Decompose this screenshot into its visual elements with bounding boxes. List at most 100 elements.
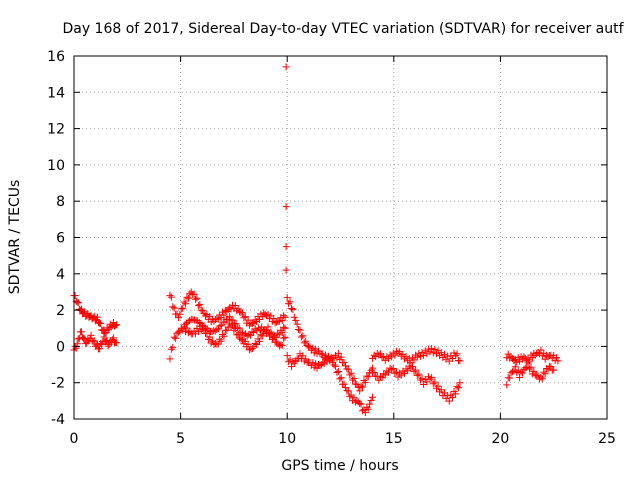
data-point [429, 380, 437, 388]
data-point [350, 374, 358, 382]
data-point [316, 362, 324, 370]
x-tick-label: 0 [70, 431, 79, 447]
data-point [408, 362, 416, 370]
x-axis-label: GPS time / hours [281, 458, 398, 474]
y-tick-label: 14 [47, 85, 65, 101]
data-point [244, 340, 252, 348]
data-point [442, 355, 450, 363]
data-point [184, 294, 192, 302]
data-point [176, 310, 184, 318]
data-point [514, 354, 522, 362]
x-tick-label: 20 [491, 431, 509, 447]
data-point [179, 304, 187, 312]
data-point [234, 324, 242, 332]
data-point [415, 370, 423, 378]
y-tick-label: 8 [56, 194, 65, 210]
y-tick-label: 16 [47, 49, 65, 65]
data-point [530, 367, 538, 375]
data-point [231, 302, 239, 310]
data-point [190, 316, 198, 324]
data-point [217, 337, 225, 345]
data-point [89, 337, 97, 345]
data-point [333, 354, 341, 362]
data-point [182, 300, 190, 308]
data-point [448, 393, 456, 401]
data-point [394, 373, 402, 381]
data-point [336, 375, 344, 383]
data-point [554, 357, 562, 365]
y-tick-labels: -4 -2 0 2 4 6 8 10 12 14 16 [47, 49, 65, 428]
data-point [283, 294, 291, 302]
data-point [340, 380, 348, 388]
data-point [456, 357, 464, 365]
data-point [275, 342, 283, 350]
data-point [240, 314, 248, 322]
data-point [169, 303, 177, 311]
data-point [302, 337, 310, 345]
data-point [544, 353, 552, 361]
data-point [537, 373, 545, 381]
data-point [368, 393, 376, 401]
data-point [278, 341, 286, 349]
data-point [81, 308, 89, 316]
data-point [197, 306, 205, 314]
data-point [357, 400, 365, 408]
data-point [334, 368, 342, 376]
data-point [74, 299, 82, 307]
data-point [432, 350, 440, 358]
grid-lines [74, 56, 607, 419]
data-point [341, 362, 349, 370]
data-point [219, 308, 227, 316]
data-point [113, 339, 121, 347]
data-point [166, 291, 174, 299]
x-tick-label: 5 [176, 431, 185, 447]
data-point [410, 368, 418, 376]
data-point [415, 349, 423, 357]
data-point [428, 374, 436, 382]
data-point [73, 298, 81, 306]
y-tick-label: 4 [56, 267, 65, 283]
data-point [100, 333, 108, 341]
data-point [309, 344, 317, 352]
data-point [323, 358, 331, 366]
y-tick-label: 6 [56, 231, 65, 247]
data-point [346, 393, 354, 401]
data-point [293, 320, 301, 328]
data-point [516, 374, 524, 382]
data-point [319, 358, 327, 366]
data-point [233, 331, 241, 339]
data-point [361, 378, 369, 386]
data-point [250, 329, 258, 337]
data-point [273, 318, 281, 326]
data-point [267, 330, 275, 338]
data-point [540, 368, 548, 376]
data-point [77, 328, 85, 336]
data-point [295, 325, 303, 333]
data-point [280, 323, 288, 331]
data-point [271, 319, 279, 327]
data-point [167, 293, 175, 301]
data-point [330, 361, 338, 369]
data-point [440, 350, 448, 358]
data-point [526, 365, 534, 373]
data-point [216, 322, 224, 330]
data-point [235, 324, 243, 332]
data-point [524, 359, 532, 367]
data-point [264, 310, 272, 318]
y-tick-label: 10 [47, 158, 65, 174]
outlier-point [282, 203, 290, 211]
data-point [429, 349, 437, 357]
data-point [388, 366, 396, 374]
data-point [337, 374, 345, 382]
data-point [290, 313, 298, 321]
y-axis-label: SDTVAR / TECUs [7, 180, 23, 295]
data-point [320, 360, 328, 368]
data-point [167, 345, 175, 353]
data-point [437, 386, 445, 394]
data-point [241, 337, 249, 345]
data-point [412, 366, 420, 374]
data-point [170, 304, 178, 312]
data-point [226, 313, 234, 321]
data-point [296, 326, 304, 334]
